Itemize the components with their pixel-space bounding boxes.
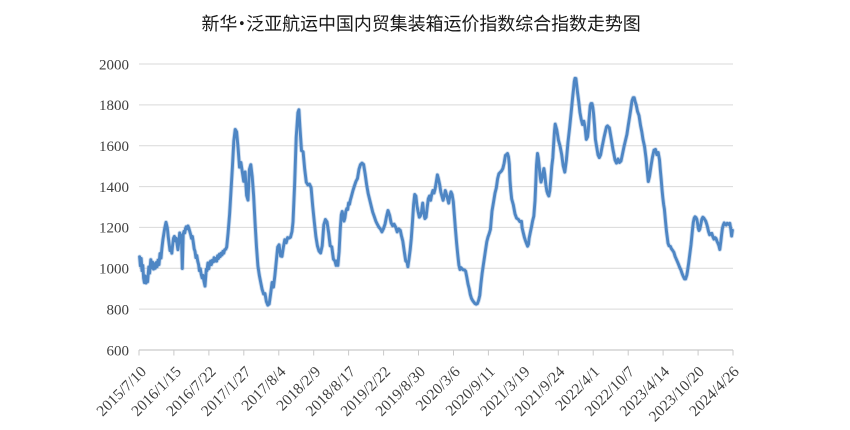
svg-text:2000: 2000 — [99, 57, 129, 73]
svg-text:1400: 1400 — [99, 180, 129, 196]
svg-text:1600: 1600 — [99, 139, 129, 155]
svg-text:1800: 1800 — [99, 98, 129, 114]
svg-text:600: 600 — [107, 343, 130, 359]
svg-text:1000: 1000 — [99, 262, 129, 278]
svg-text:1200: 1200 — [99, 221, 129, 237]
svg-text:800: 800 — [107, 302, 130, 318]
